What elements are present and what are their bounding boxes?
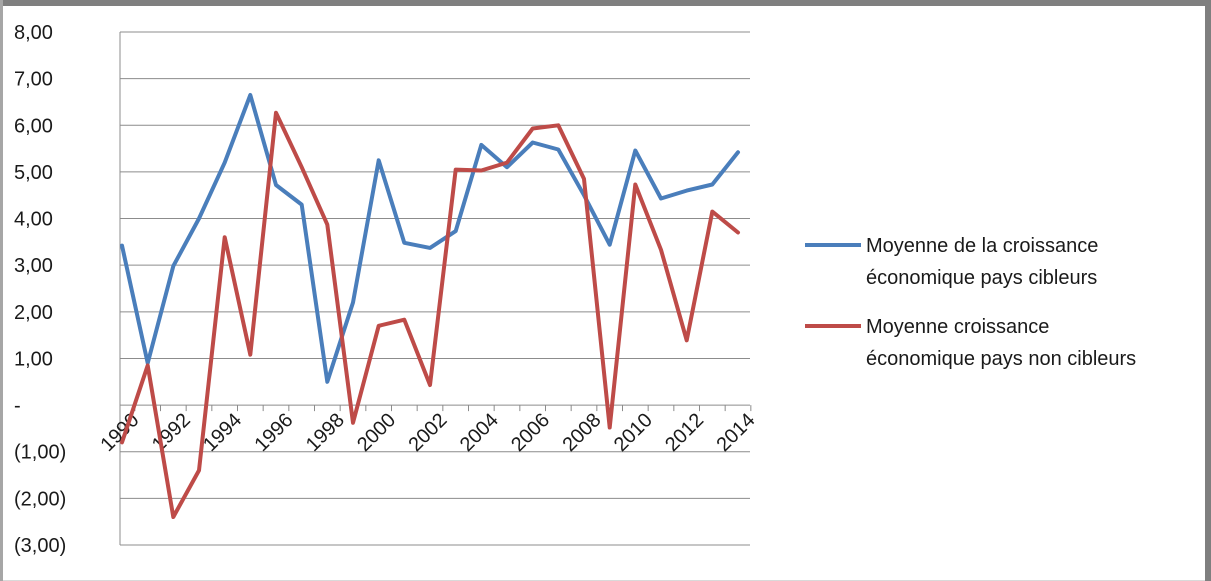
y-tick-label: 8,00: [14, 22, 53, 44]
y-tick-label: 4,00: [14, 209, 53, 231]
y-tick-labels: (3,00) (2,00) (1,00) - 1,00 2,00 3,00 4,00 5,00 6…: [14, 22, 66, 557]
axes: [119, 32, 752, 545]
y-tick-label: 5,00: [14, 162, 53, 184]
y-tick-label: 1,00: [14, 348, 53, 370]
legend: Moyenne de la croissance économique pays …: [805, 235, 1136, 370]
legend-label: Moyenne croissance: [866, 316, 1049, 338]
frame-top-edge: [0, 0, 1211, 6]
y-tick-label: (2,00): [14, 488, 66, 510]
x-tick-label: 2008: [559, 409, 606, 456]
x-tick-label: 1998: [302, 409, 349, 456]
frame-right-edge: [1205, 0, 1211, 581]
series-line-2: [120, 110, 740, 519]
x-tick-label: 2014: [713, 409, 760, 456]
y-tick-label: 7,00: [14, 69, 53, 91]
x-tick-labels: 1990 1992 1994 1996 1998 2000 2002 2004 2006 2008…: [97, 409, 760, 456]
y-tick-label: (3,00): [14, 535, 66, 557]
y-tick-label: (1,00): [14, 442, 66, 464]
frame-left-edge: [0, 0, 3, 581]
x-tick-label: 1996: [251, 409, 298, 456]
y-tick-label: 3,00: [14, 255, 53, 277]
y-tick-label: 2,00: [14, 302, 53, 324]
y-tick-label: 6,00: [14, 115, 53, 137]
y-tick-label: -: [14, 395, 21, 417]
x-tick-label: 2004: [456, 409, 503, 456]
series-line-1: [120, 93, 740, 384]
legend-label: économique pays cibleurs: [866, 267, 1097, 289]
x-tick-label: 2010: [610, 409, 657, 456]
legend-label: Moyenne de la croissance: [866, 235, 1098, 257]
x-tick-label: 2000: [353, 409, 400, 456]
x-tick-label: 2006: [507, 409, 554, 456]
x-tick-label: 2002: [405, 409, 452, 456]
x-tick-label: 2012: [661, 409, 708, 456]
legend-label: économique pays non cibleurs: [866, 348, 1136, 370]
gridlines: [120, 31, 750, 546]
series-lines: [120, 93, 740, 519]
